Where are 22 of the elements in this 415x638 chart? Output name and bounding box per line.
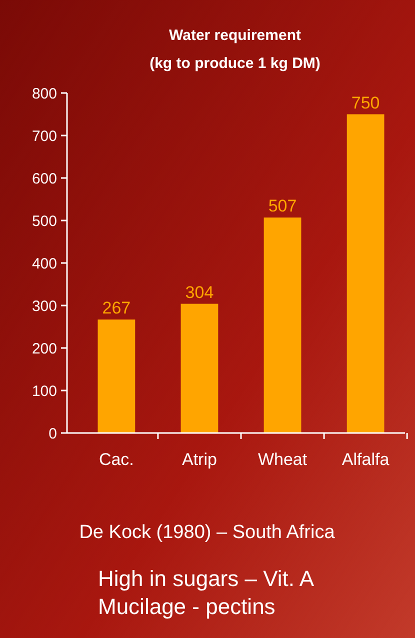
chart-subtitle: (kg to produce 1 kg DM)	[150, 55, 320, 72]
y-tick-label: 100	[32, 382, 57, 400]
chart-title: Water requirement	[169, 27, 301, 44]
y-tick-label: 400	[32, 255, 57, 272]
text: De Kock (1980) – South Africa	[79, 522, 336, 543]
y-tick-label: 500	[32, 212, 57, 230]
y-tick-label: 600	[32, 170, 57, 188]
text: High in sugars – Vit. A	[98, 566, 314, 591]
y-tick-label: 200	[32, 340, 57, 358]
y-tick-label: 800	[32, 85, 57, 102]
x-tick-label: Cac.	[98, 450, 134, 469]
x-tick-label: Wheat	[258, 450, 308, 469]
x-tick-label: Alfalfa	[342, 450, 390, 469]
y-tick-label: 300	[32, 298, 57, 315]
data-label: 750	[351, 93, 380, 112]
data-label: 507	[268, 196, 297, 216]
x-tick-label: Atrip	[182, 450, 217, 469]
y-tick-label: 0	[48, 425, 57, 442]
data-label: 267	[102, 298, 131, 318]
y-tick-label: 700	[32, 128, 57, 145]
text: Mucilage - pectins	[98, 594, 276, 619]
data-label: 304	[185, 282, 214, 302]
